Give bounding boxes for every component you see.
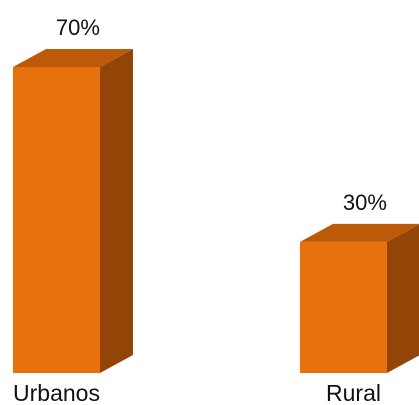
value-labels-layer: 70% 30% <box>56 15 387 215</box>
value-label-rural: 30% <box>343 190 387 215</box>
bar-front-urbanos <box>13 67 100 373</box>
bars-layer <box>13 49 419 373</box>
bar-side-urbanos <box>100 49 133 373</box>
bar-front-rural <box>300 241 387 373</box>
category-labels-layer: Urbanos Rural <box>13 380 381 405</box>
bar-side-rural <box>387 224 419 373</box>
bar-top-rural <box>300 223 419 242</box>
bar-rural <box>300 223 419 373</box>
category-label-urbanos: Urbanos <box>13 380 100 405</box>
category-label-rural: Rural <box>326 380 381 405</box>
bar-top-urbanos <box>13 49 133 67</box>
bar-urbanos <box>13 49 133 373</box>
value-label-urbanos: 70% <box>56 15 100 40</box>
